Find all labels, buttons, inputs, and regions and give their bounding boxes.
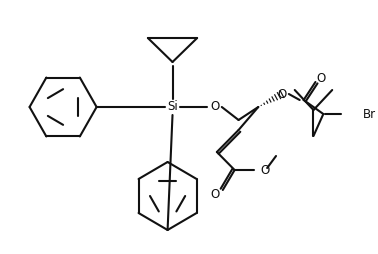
Text: O: O (317, 71, 326, 85)
Text: Si: Si (167, 101, 178, 114)
Text: O: O (260, 164, 270, 177)
Text: O: O (210, 188, 220, 201)
Text: O: O (210, 101, 220, 114)
Text: Br: Br (363, 107, 376, 120)
Text: O: O (277, 87, 287, 101)
